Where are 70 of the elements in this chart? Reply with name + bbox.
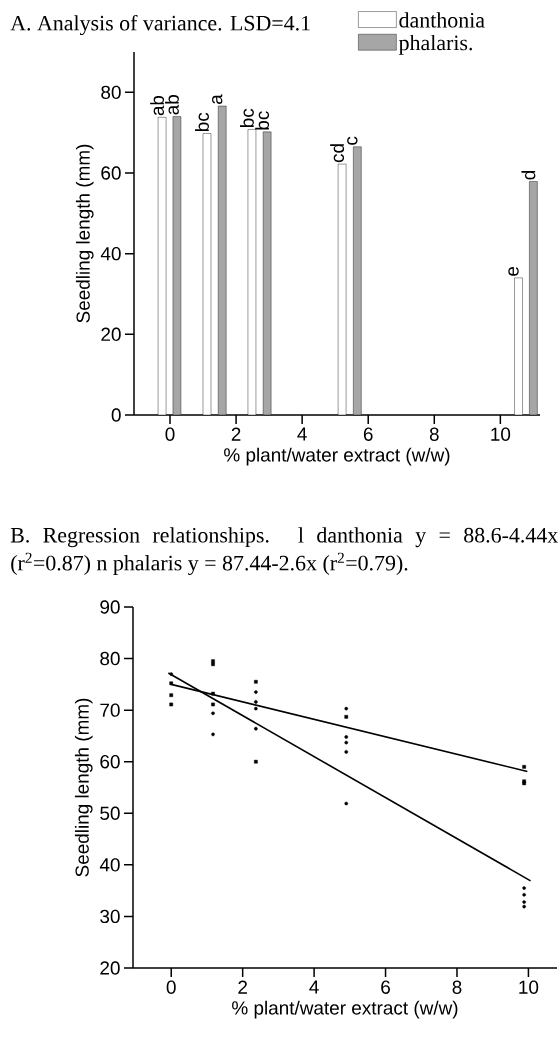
point: [211, 691, 215, 696]
point: [169, 681, 174, 686]
point: [211, 662, 215, 667]
point: [254, 726, 258, 731]
y-axis-title: Seedling length (mm): [74, 698, 93, 877]
annotation: a: [212, 94, 223, 105]
point: [344, 706, 349, 711]
point: [344, 801, 349, 806]
x-tick-label: 6: [381, 980, 390, 994]
point: [344, 715, 349, 719]
y-axis-title: Seedling length (mm): [75, 144, 94, 323]
legend-label: phalaris.: [398, 34, 472, 55]
y-tick-label: 80: [101, 85, 121, 100]
point: [254, 700, 258, 704]
point: [522, 765, 526, 769]
point: [344, 750, 349, 754]
point: [211, 659, 215, 663]
point: [169, 672, 174, 676]
y-tick-label: 50: [100, 806, 120, 820]
y-tick-label: 70: [100, 703, 120, 717]
point: [344, 740, 349, 745]
y-tick-label: 60: [101, 166, 121, 180]
y-tick-label: 20: [101, 327, 121, 342]
x-axis-title: % plant/water extract (w/w): [224, 447, 450, 466]
point: [211, 702, 215, 707]
legend-label: danthonia: [399, 12, 485, 28]
annotation: bc: [255, 111, 270, 130]
y-tick-label: 60: [100, 755, 120, 769]
x-tick-label: 10: [519, 980, 539, 994]
chart-title: B. Regression relationships. l danthonia y = 88.6-4.44x (r$^{2}$=0.87) n phalaris y = 87.44-2.6x (r$^{2}$=0.79).: [10, 527, 558, 576]
point: [254, 690, 258, 694]
x-tick-label: 8: [452, 980, 462, 994]
point: [254, 706, 258, 711]
x-tick-label: 4: [297, 427, 307, 441]
y-tick-label: 80: [100, 651, 120, 666]
point: [211, 711, 215, 716]
annotation: c: [347, 136, 358, 145]
point: [169, 702, 174, 707]
y-tick-label: 90: [100, 600, 120, 614]
annotation: e: [508, 266, 519, 276]
annotation: ab: [150, 95, 165, 116]
y-tick-label: 0: [111, 408, 121, 422]
point: [169, 693, 174, 697]
point: [522, 892, 526, 897]
point: [344, 735, 349, 739]
annotation: cd: [330, 144, 345, 163]
x-tick-label: 8: [429, 427, 439, 441]
point: [522, 886, 526, 890]
y-tick-label: 40: [100, 246, 121, 261]
annotation: bc: [239, 108, 254, 128]
chart-title: A. Analysis of variance. LSD=4.1: [10, 14, 310, 36]
y-tick-label: 40: [99, 858, 120, 872]
point: [254, 679, 258, 684]
point: [522, 904, 526, 909]
x-tick-label: 2: [231, 427, 241, 441]
x-axis-title: % plant/water extract (w/w): [232, 1000, 458, 1019]
point: [211, 732, 215, 737]
x-tick-label: 0: [165, 427, 175, 441]
point: [254, 759, 258, 764]
x-tick-label: 2: [238, 980, 247, 994]
y-tick-label: 30: [100, 909, 120, 924]
x-tick-label: 10: [491, 427, 511, 441]
point: [522, 900, 526, 904]
y-tick-label: 20: [100, 961, 120, 975]
x-tick-label: 6: [363, 427, 373, 441]
annotation: bc: [195, 112, 209, 132]
annotation: d: [521, 170, 536, 180]
x-tick-label: 4: [309, 980, 319, 994]
annotation: ab: [164, 95, 179, 115]
x-tick-label: 0: [166, 980, 176, 994]
